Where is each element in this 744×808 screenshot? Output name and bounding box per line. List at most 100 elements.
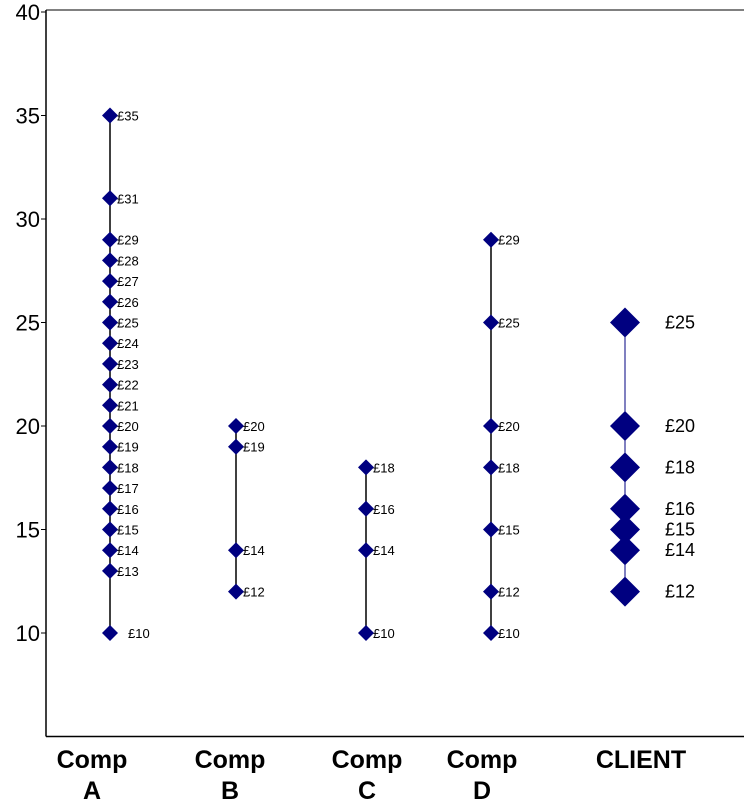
data-point [102,231,118,248]
category-label-line: Comp [57,746,128,774]
data-label: £10 [498,626,520,641]
category-label-line: B [221,777,239,805]
data-point [102,397,118,414]
category-label-line: Comp [447,746,518,774]
data-point [102,542,118,559]
data-label: £31 [117,191,139,206]
data-label: £14 [373,543,395,558]
data-point [610,452,640,483]
y-tick-label: 10 [16,621,40,646]
data-point [483,231,499,248]
data-point [610,514,640,545]
data-label: £14 [243,543,265,558]
data-label: £20 [498,419,520,434]
data-point [102,252,118,269]
y-tick-label: 40 [16,0,40,25]
data-point [102,355,118,372]
data-label: £12 [665,582,695,602]
series-5: £25 £20 £18 £16£15£14 £12 [610,307,695,607]
data-point [358,625,374,641]
data-label: £26 [117,295,139,310]
y-tick-label: 35 [16,104,40,129]
data-label: £18 [117,460,139,475]
category-label-line: A [83,777,101,805]
data-point [228,583,244,600]
data-label: £25 [665,313,695,333]
axes [45,9,744,738]
data-label: £23 [117,357,139,372]
data-point [228,418,244,434]
category-label: CLIENT [596,746,686,774]
category-label-line: CLIENT [596,746,686,774]
data-point [102,314,118,331]
data-point [358,500,374,517]
data-label: £25 [117,316,139,331]
data-point [483,459,499,476]
data-label: £16 [373,502,395,517]
y-tick-label: 30 [16,207,40,232]
data-point [610,535,640,566]
data-point [610,307,640,338]
data-point [483,418,499,434]
y-tick-label: 15 [16,518,40,543]
data-label: £20 [665,416,695,436]
data-point [102,521,118,538]
data-label: £21 [117,398,139,413]
category-label: Comp B [195,746,266,805]
data-point [610,576,640,607]
data-label: £35 [117,109,139,124]
data-label: £29 [117,233,139,248]
data-label: £29 [498,233,520,248]
category-label: Comp A [57,746,128,805]
data-label: £16 [117,502,139,517]
data-label: £17 [117,481,139,496]
data-label: £15 [498,523,520,538]
data-label: £10 [128,626,150,641]
data-point [102,190,118,207]
data-point [102,459,118,476]
data-label: £25 [498,316,520,331]
data-label: £18 [498,460,520,475]
series-1: £35 £31 £29 £28 £27 £26 £25 £24 £23 £22 £21 £20 £19 £… [102,107,150,641]
data-label: £18 [665,457,695,477]
data-point [102,293,118,310]
data-label: £14 [665,540,695,560]
y-tick-label: 25 [16,311,40,336]
data-label: £24 [117,336,139,351]
data-label: £20 [117,419,139,434]
data-label: £18 [373,460,395,475]
series-2: £20 £19 £14 £12 [228,418,265,600]
category-label: Comp C [332,746,403,805]
y-axis-ticks: 10 15 20 25 30 35 40 [16,0,46,646]
data-label: £10 [373,626,395,641]
data-label: £12 [243,585,265,600]
data-point [102,480,118,497]
data-point [228,438,244,455]
series-4: £29 £25 £20 £18 £15 £12 £10 [483,231,520,641]
category-label-line: D [473,777,491,805]
data-point [102,438,118,455]
data-point [102,335,118,352]
data-label: £14 [117,543,139,558]
data-point [102,107,118,124]
data-point [483,521,499,538]
category-labels: Comp A Comp B Comp C Comp D CLIENT [57,746,687,805]
data-point [102,376,118,393]
data-point [102,562,118,579]
series-3: £18 £16 £14 £10 [358,459,395,641]
data-point [358,542,374,559]
data-point [102,500,118,517]
data-point [102,273,118,290]
y-tick-label: 20 [16,414,40,439]
data-label: £22 [117,378,139,393]
data-point [102,625,118,641]
category-label: Comp D [447,746,518,805]
data-point [358,459,374,476]
data-label: £13 [117,564,139,579]
data-label: £19 [117,440,139,455]
data-label: £28 [117,253,139,268]
category-label-line: Comp [332,746,403,774]
data-label: £20 [243,419,265,434]
data-point [102,418,118,434]
